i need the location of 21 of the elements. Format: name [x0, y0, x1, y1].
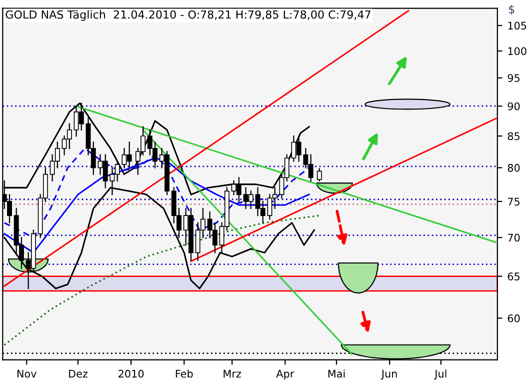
y-tick-label: 80	[508, 164, 520, 172]
x-tick-label: Nov	[17, 370, 36, 378]
y-tick-label: 95	[508, 74, 520, 82]
y-tick-label: 105	[508, 22, 526, 30]
y-tick-label: 65	[508, 272, 520, 280]
y-tick-label: 70	[508, 234, 520, 242]
x-tick-label: Jul	[434, 370, 446, 380]
y-tick-label: 85	[508, 132, 520, 140]
y-tick-label: 90	[508, 102, 520, 110]
y-tick-label: 60	[508, 314, 520, 322]
chart-title: GOLD NAS Täglich 21.04.2010 - O:78,21 H:79,85 L:78,00 C:79,47	[6, 10, 370, 21]
x-tick-label: 2010	[118, 370, 144, 378]
x-tick-label: Mai	[328, 370, 345, 378]
y-tick-label: 75	[508, 198, 520, 206]
y-tick-label: 100	[508, 47, 526, 56]
x-tick-label: Mrz	[224, 370, 241, 378]
x-tick-label: Jun	[380, 370, 397, 380]
y-axis-title: $	[508, 4, 514, 15]
x-tick-label: Dez	[69, 370, 88, 378]
x-tick-label: Feb	[176, 370, 193, 378]
x-tick-label: Apr	[276, 370, 294, 380]
